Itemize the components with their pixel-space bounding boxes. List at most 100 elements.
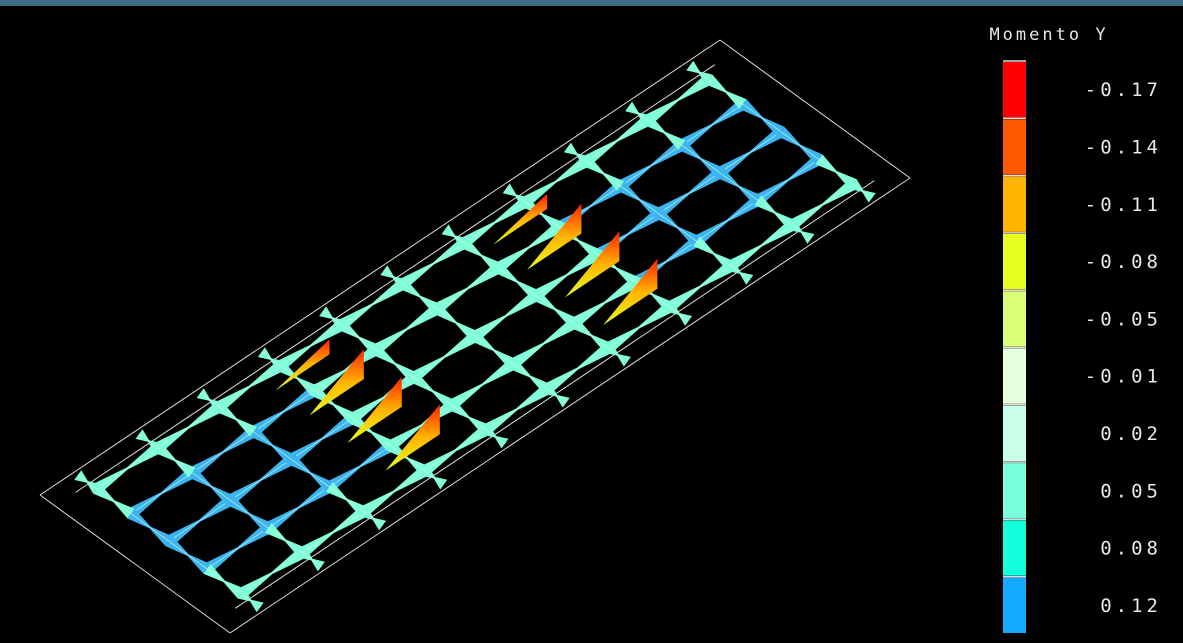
beam-axis bbox=[390, 445, 425, 472]
beam-axis bbox=[352, 377, 414, 419]
moment-peak bbox=[527, 203, 582, 270]
beam-axis bbox=[485, 388, 548, 431]
beam-axis bbox=[253, 431, 292, 460]
beam-axis bbox=[268, 486, 330, 529]
title-strip bbox=[0, 0, 1183, 6]
beam-axis bbox=[742, 103, 782, 132]
beam-axis bbox=[390, 404, 452, 447]
legend-swatch bbox=[1003, 119, 1026, 175]
moment-peak bbox=[565, 231, 620, 298]
beam-axis bbox=[280, 324, 342, 367]
beam-axis bbox=[383, 270, 403, 285]
beam-axis bbox=[719, 131, 782, 173]
moment-peak bbox=[309, 349, 364, 416]
beam-axis bbox=[780, 131, 820, 160]
legend-swatch bbox=[1003, 291, 1026, 347]
beam-axis bbox=[291, 418, 353, 460]
beam-axis bbox=[451, 404, 487, 431]
beam-axis bbox=[352, 418, 391, 447]
beam-axis bbox=[375, 349, 414, 378]
legend-swatch bbox=[1003, 233, 1026, 290]
legend-label: -0.08 bbox=[1085, 251, 1162, 273]
beam-axis bbox=[669, 265, 731, 308]
beam-axis bbox=[708, 79, 744, 105]
beam-axis bbox=[574, 322, 609, 349]
beam-axis bbox=[474, 295, 537, 337]
beam-axis bbox=[413, 336, 476, 378]
beam-axis bbox=[341, 324, 376, 351]
legend-swatch bbox=[1003, 463, 1026, 519]
slab-edge bbox=[719, 39, 911, 179]
beam-axis bbox=[689, 65, 709, 80]
beam-axis bbox=[130, 513, 170, 542]
beam-axis bbox=[436, 267, 499, 310]
beam-axis bbox=[241, 552, 303, 594]
beam-axis bbox=[261, 351, 281, 367]
legend-label: -0.11 bbox=[1085, 194, 1162, 216]
beam-axis bbox=[730, 265, 750, 281]
beam-axis bbox=[314, 349, 376, 392]
beam-axis bbox=[547, 388, 567, 403]
beam-axis bbox=[219, 406, 254, 432]
legend-swatch bbox=[1003, 62, 1026, 118]
beam-axis bbox=[574, 281, 636, 324]
legend-label: -0.01 bbox=[1085, 366, 1162, 388]
beam-axis bbox=[669, 306, 689, 322]
model bbox=[39, 39, 911, 634]
beam-axis bbox=[322, 310, 342, 326]
beam-axis bbox=[96, 447, 159, 490]
moment-peak bbox=[385, 404, 440, 471]
beam-axis bbox=[719, 172, 758, 201]
beam-axis bbox=[853, 183, 873, 199]
beam-axis bbox=[620, 144, 682, 187]
beam-axis bbox=[363, 470, 425, 513]
beam-axis bbox=[567, 147, 587, 162]
legend-swatch bbox=[1003, 405, 1026, 462]
beam-axis bbox=[647, 120, 682, 146]
beam-axis bbox=[485, 429, 506, 444]
beam-axis bbox=[498, 226, 560, 269]
beam-axis bbox=[444, 229, 465, 244]
beam-axis bbox=[498, 267, 537, 296]
beam-axis bbox=[314, 390, 353, 419]
slab-edge bbox=[39, 494, 231, 634]
beam-axis bbox=[586, 160, 621, 187]
legend-label: -0.05 bbox=[1085, 308, 1162, 330]
legend-label: -0.14 bbox=[1085, 136, 1162, 158]
beam-axis bbox=[168, 541, 208, 570]
beam-axis bbox=[413, 377, 452, 406]
beam-axis bbox=[157, 447, 193, 473]
beam-axis bbox=[206, 568, 242, 594]
moment-peak bbox=[347, 376, 402, 444]
beam-axis bbox=[77, 474, 97, 490]
beam-axis bbox=[525, 160, 587, 203]
beam-axis bbox=[696, 200, 758, 242]
beam-axis bbox=[658, 213, 697, 242]
beam-axis bbox=[463, 242, 499, 269]
beam-axis bbox=[424, 429, 487, 472]
beam-axis bbox=[791, 183, 854, 226]
beam-axis bbox=[681, 144, 720, 173]
beam-axis bbox=[818, 159, 854, 185]
beam-axis bbox=[536, 295, 575, 324]
beam-axis bbox=[608, 306, 670, 349]
beam-axis bbox=[329, 486, 364, 513]
beam-axis bbox=[157, 406, 220, 449]
beam-axis bbox=[506, 188, 526, 203]
slab-edge bbox=[229, 177, 911, 634]
legend-label: 0.08 bbox=[1100, 538, 1162, 560]
beam-axis bbox=[206, 527, 269, 570]
legend-label: 0.05 bbox=[1100, 480, 1162, 502]
beam-axis bbox=[512, 363, 548, 390]
beam-axis bbox=[130, 472, 193, 514]
beam-axis bbox=[219, 365, 281, 408]
legend-title: Momento Y bbox=[989, 25, 1108, 45]
beam-axis bbox=[620, 185, 659, 214]
beam-axis bbox=[791, 224, 812, 240]
moment-peak bbox=[275, 339, 330, 391]
beam-axis bbox=[329, 445, 391, 488]
beam-axis bbox=[451, 363, 514, 406]
beam-axis bbox=[402, 242, 465, 285]
